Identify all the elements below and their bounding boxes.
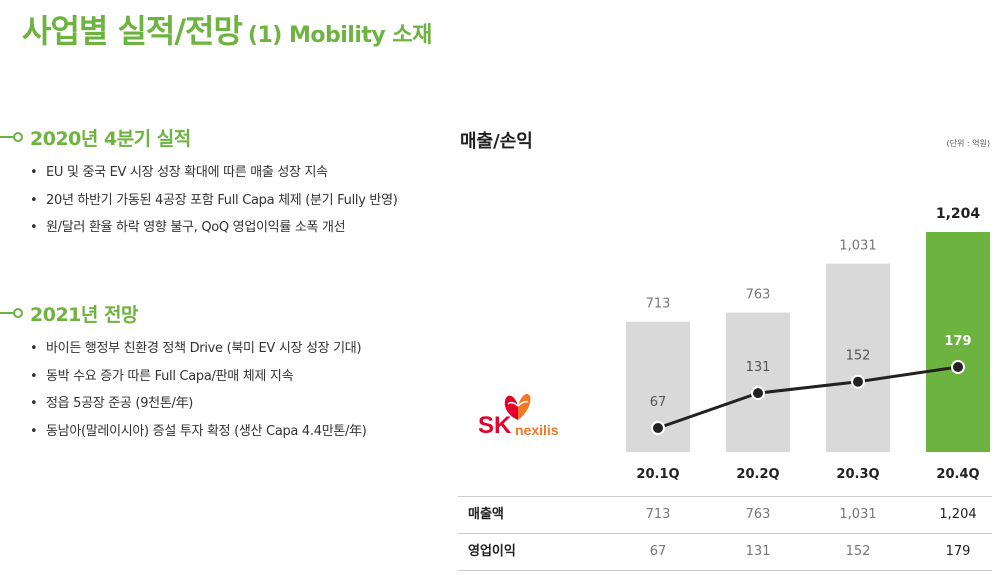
bullet-item: 동남아(말레이시아) 증설 투자 확정 (생산 Capa 4.4만톤/年) — [30, 422, 367, 450]
profit-value-label: 179 — [944, 334, 971, 349]
chart-title: 매출/손익 — [460, 131, 533, 152]
profit-line — [657, 365, 959, 430]
table-cell: 179 — [945, 544, 971, 559]
table-cell: 1,204 — [939, 507, 977, 522]
bar-value-label: 763 — [746, 288, 771, 303]
table-cell: 67 — [649, 544, 667, 559]
profit-value-label: 131 — [746, 360, 771, 375]
table-row: 매출액 713 763 1,031 1,204 — [458, 497, 992, 534]
x-tick-label: 20.1Q — [636, 467, 679, 482]
profit-value-label: 67 — [650, 395, 667, 410]
sk-butterfly-icon — [504, 393, 531, 420]
page-title-main: 사업별 실적/전망 — [22, 12, 243, 50]
bar-value-label: 1,031 — [839, 239, 876, 254]
bullet-item: 원/달러 환율 하락 영향 불구, QoQ 영업이익률 소폭 개선 — [30, 218, 398, 246]
profit-point — [851, 374, 865, 389]
bullet-list: 바이든 행정부 친환경 정책 Drive (북미 EV 시장 성장 기대) 동박… — [30, 339, 367, 449]
bar — [826, 263, 890, 452]
row-label: 매출액 — [468, 507, 504, 522]
x-tick-label: 20.2Q — [736, 467, 779, 482]
section-title: 2020년 4분기 실적 — [30, 128, 191, 150]
bar — [926, 232, 990, 452]
table-cell: 131 — [745, 544, 771, 559]
bar — [726, 312, 790, 452]
table-cell: 713 — [645, 507, 671, 522]
bar-value-label: 1,204 — [936, 206, 981, 222]
section-marker-icon — [0, 308, 23, 318]
unit-label: (단위 : 억원) — [946, 139, 990, 148]
logo-brand: SK — [478, 412, 512, 439]
sales-profit-chart: 713 20.1Q 763 20.2Q 1,031 20.3Q 1,204 20.4Q 67 13… — [626, 206, 990, 482]
section-title: 2021년 전망 — [30, 304, 138, 326]
x-tick-label: 20.4Q — [936, 467, 979, 482]
data-table: 매출액 713 763 1,031 1,204 영업이익 67 131 152 … — [458, 496, 992, 571]
logo-name: nexilis — [515, 422, 559, 438]
x-tick-label: 20.3Q — [836, 467, 879, 482]
bullet-item: 20년 하반기 가동된 4공장 포함 Full Capa 체제 (분기 Full… — [30, 191, 398, 219]
sk-nexilis-logo: SK nexilis — [478, 390, 578, 440]
profit-point — [751, 386, 765, 401]
bullet-item: EU 및 중국 EV 시장 성장 확대에 따른 매출 성장 지속 — [30, 163, 398, 191]
page-subtitle: (1) Mobility 소재 — [247, 23, 432, 48]
bullet-item: 동박 수요 증가 따른 Full Capa/판매 체제 지속 — [30, 367, 367, 395]
table-cell: 152 — [845, 544, 871, 559]
bar-value-label: 713 — [646, 297, 671, 312]
profit-point — [951, 360, 965, 374]
table-row: 영업이익 67 131 152 179 — [458, 534, 992, 571]
profit-point — [651, 421, 665, 435]
profit-value-label: 152 — [846, 349, 871, 364]
table-cell: 1,031 — [839, 507, 877, 522]
bullet-item: 정읍 5공장 준공 (9천톤/年) — [30, 394, 367, 422]
bullet-list: EU 및 중국 EV 시장 성장 확대에 따른 매출 성장 지속 20년 하반기… — [30, 163, 398, 246]
section-marker-icon — [0, 132, 23, 142]
row-label: 영업이익 — [468, 544, 516, 559]
bullet-item: 바이든 행정부 친환경 정책 Drive (북미 EV 시장 성장 기대) — [30, 339, 367, 367]
page-title: 사업별 실적/전망 (1) Mobility 소재 — [22, 6, 432, 52]
table-cell: 763 — [745, 507, 771, 522]
